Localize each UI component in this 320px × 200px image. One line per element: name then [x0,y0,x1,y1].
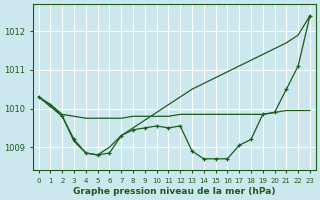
X-axis label: Graphe pression niveau de la mer (hPa): Graphe pression niveau de la mer (hPa) [73,187,276,196]
